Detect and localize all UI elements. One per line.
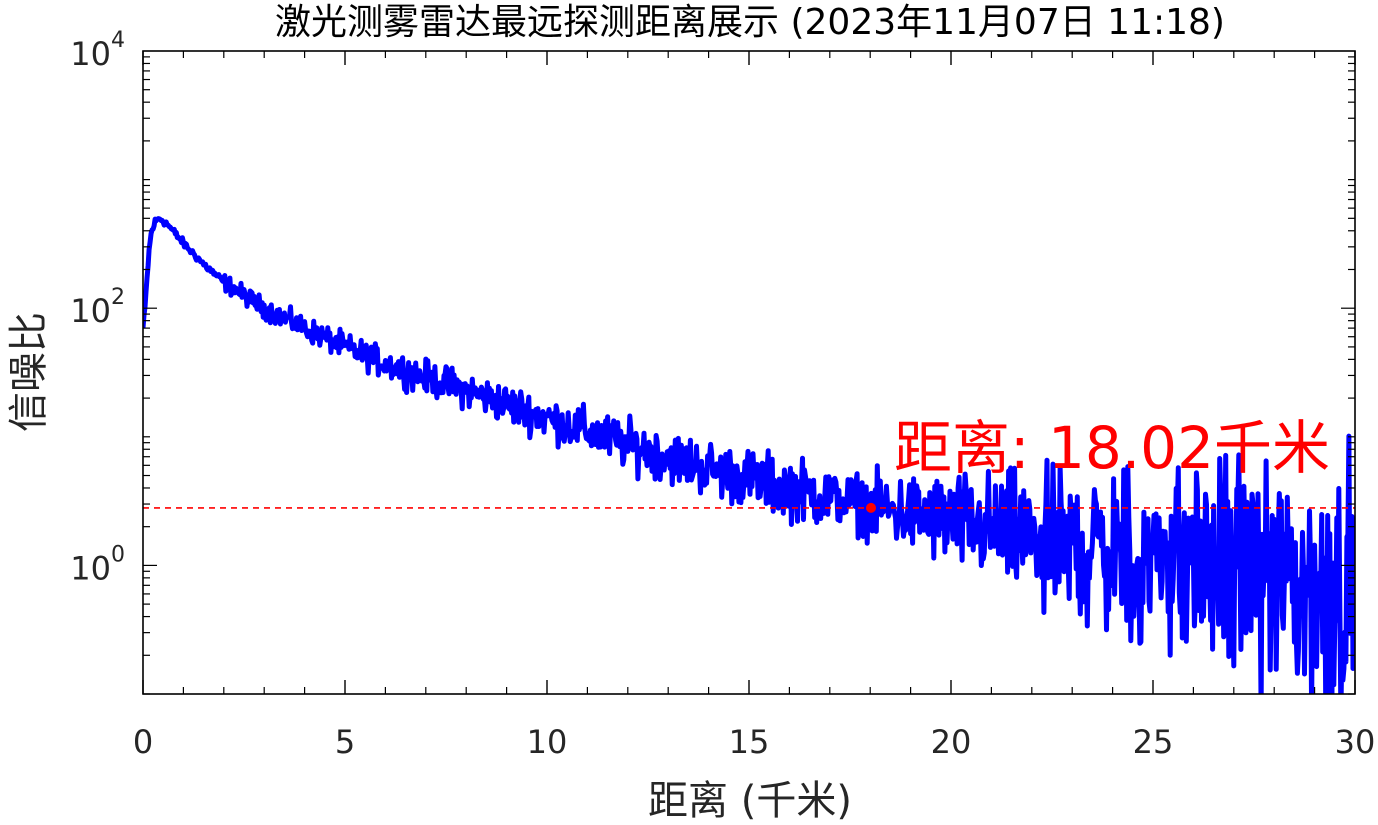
y-tick-label-1: 102 (70, 285, 125, 330)
x-tick-labels-group: 0 5 10 15 20 25 30 (133, 723, 1376, 761)
x-tick-label-0: 0 (133, 723, 153, 761)
plot-series-group (143, 216, 1355, 694)
x-tick-label-2: 10 (527, 723, 568, 761)
x-tick-label-5: 25 (1133, 723, 1174, 761)
y-tick-label-0: 100 (70, 542, 125, 587)
x-axis-label: 距离 (千米) (648, 778, 852, 824)
x-tick-label-1: 5 (335, 723, 355, 761)
axis-ticks-group (142, 51, 1356, 695)
chart-title: 激光测雾雷达最远探测距离展示 (2023年11月07日 11:18) (275, 2, 1225, 43)
x-tick-label-3: 15 (729, 723, 770, 761)
threshold-group (143, 502, 1355, 513)
distance-annotation: 距离: 18.02千米 (894, 414, 1330, 482)
series-line-0 (143, 216, 1355, 694)
y-tick-labels-group: 100 102 104 (70, 28, 125, 587)
detection-point (866, 502, 877, 513)
y-axis-label: 信噪比 (6, 312, 52, 432)
y-tick-label-2: 104 (70, 28, 125, 73)
x-tick-label-6: 30 (1335, 723, 1376, 761)
x-tick-label-4: 20 (931, 723, 972, 761)
